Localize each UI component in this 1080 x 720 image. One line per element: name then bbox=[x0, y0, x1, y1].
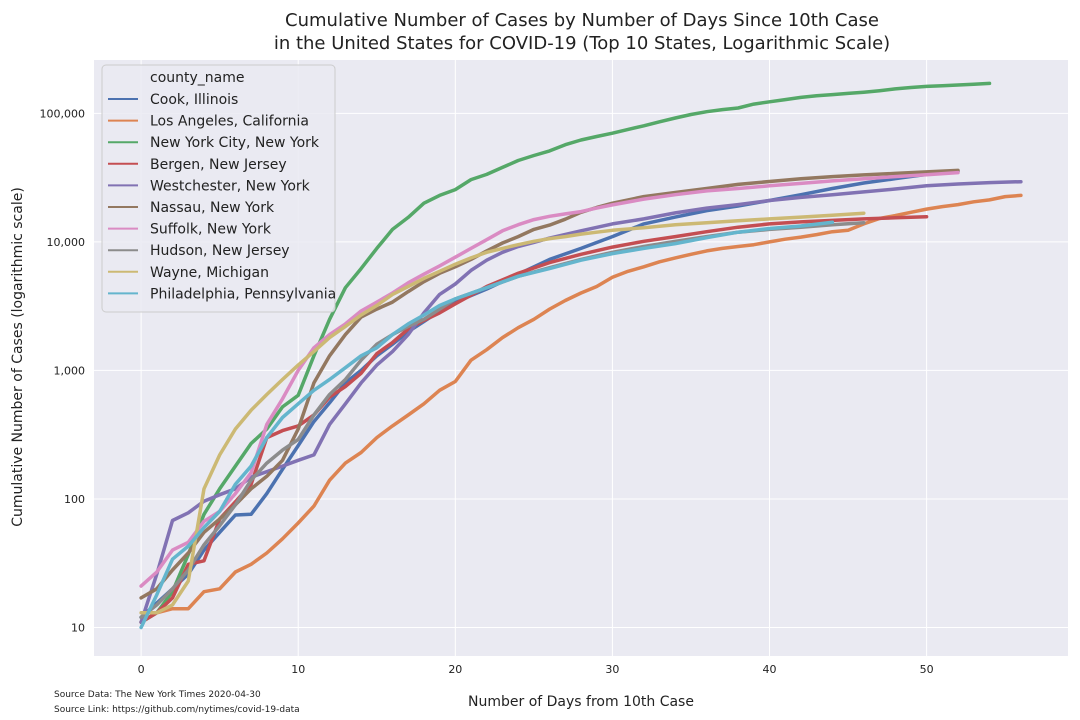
y-tick-label: 100,000 bbox=[40, 107, 86, 120]
legend-label: Suffolk, New York bbox=[150, 222, 272, 238]
y-tick-label: 1,000 bbox=[54, 364, 86, 377]
legend-label: New York City, New York bbox=[150, 135, 320, 151]
legend-label: Bergen, New Jersey bbox=[150, 157, 287, 173]
x-tick-label: 40 bbox=[763, 663, 777, 676]
legend-label: Cook, Illinois bbox=[150, 92, 238, 108]
x-tick-label: 10 bbox=[291, 663, 305, 676]
legend-label: Westchester, New York bbox=[150, 178, 311, 194]
x-tick-label: 20 bbox=[448, 663, 462, 676]
legend-label: Philadelphia, Pennsylvania bbox=[150, 286, 336, 302]
chart-title-line-2: in the United States for COVID-19 (Top 1… bbox=[274, 33, 890, 54]
legend-items: Cook, Illinois Los Angeles, California New… bbox=[108, 92, 336, 302]
series-line bbox=[139, 170, 960, 588]
series-line bbox=[139, 211, 866, 615]
series-line bbox=[139, 193, 1023, 624]
legend-label: Los Angeles, California bbox=[150, 114, 309, 130]
y-tick-label: 10,000 bbox=[47, 236, 86, 249]
y-tick-label: 100 bbox=[64, 493, 85, 506]
y-tick-label: 10 bbox=[71, 621, 85, 634]
x-tick-label: 0 bbox=[138, 663, 145, 676]
y-axis-label: Cumulative Number of Cases (logarithmic … bbox=[10, 187, 26, 527]
axis-ticks: 0 10 20 30 40 50 10 100 1,000 10,000 100,000 bbox=[40, 107, 934, 676]
legend-label: Nassau, New York bbox=[150, 200, 275, 216]
legend-label: Hudson, New Jersey bbox=[150, 243, 290, 259]
series-line bbox=[139, 168, 960, 600]
chart-title-line-1: Cumulative Number of Cases by Number of … bbox=[285, 10, 879, 31]
x-tick-label: 30 bbox=[605, 663, 619, 676]
legend-label: Wayne, Michigan bbox=[150, 265, 269, 281]
x-tick-label: 50 bbox=[920, 663, 934, 676]
legend-box bbox=[101, 64, 336, 313]
x-axis-label: Number of Days from 10th Case bbox=[468, 694, 694, 710]
source-link-note: Source Link: https://github.com/nytimes/… bbox=[54, 705, 300, 715]
source-data-note: Source Data: The New York Times 2020-04-… bbox=[54, 690, 261, 700]
series-lines bbox=[139, 81, 1023, 630]
series-line bbox=[139, 220, 835, 630]
series-line bbox=[139, 81, 992, 624]
legend: county_name Cook, Illinois Los Angeles, C… bbox=[101, 64, 336, 313]
legend-title: county_name bbox=[150, 70, 245, 86]
grid-lines bbox=[94, 60, 1068, 656]
